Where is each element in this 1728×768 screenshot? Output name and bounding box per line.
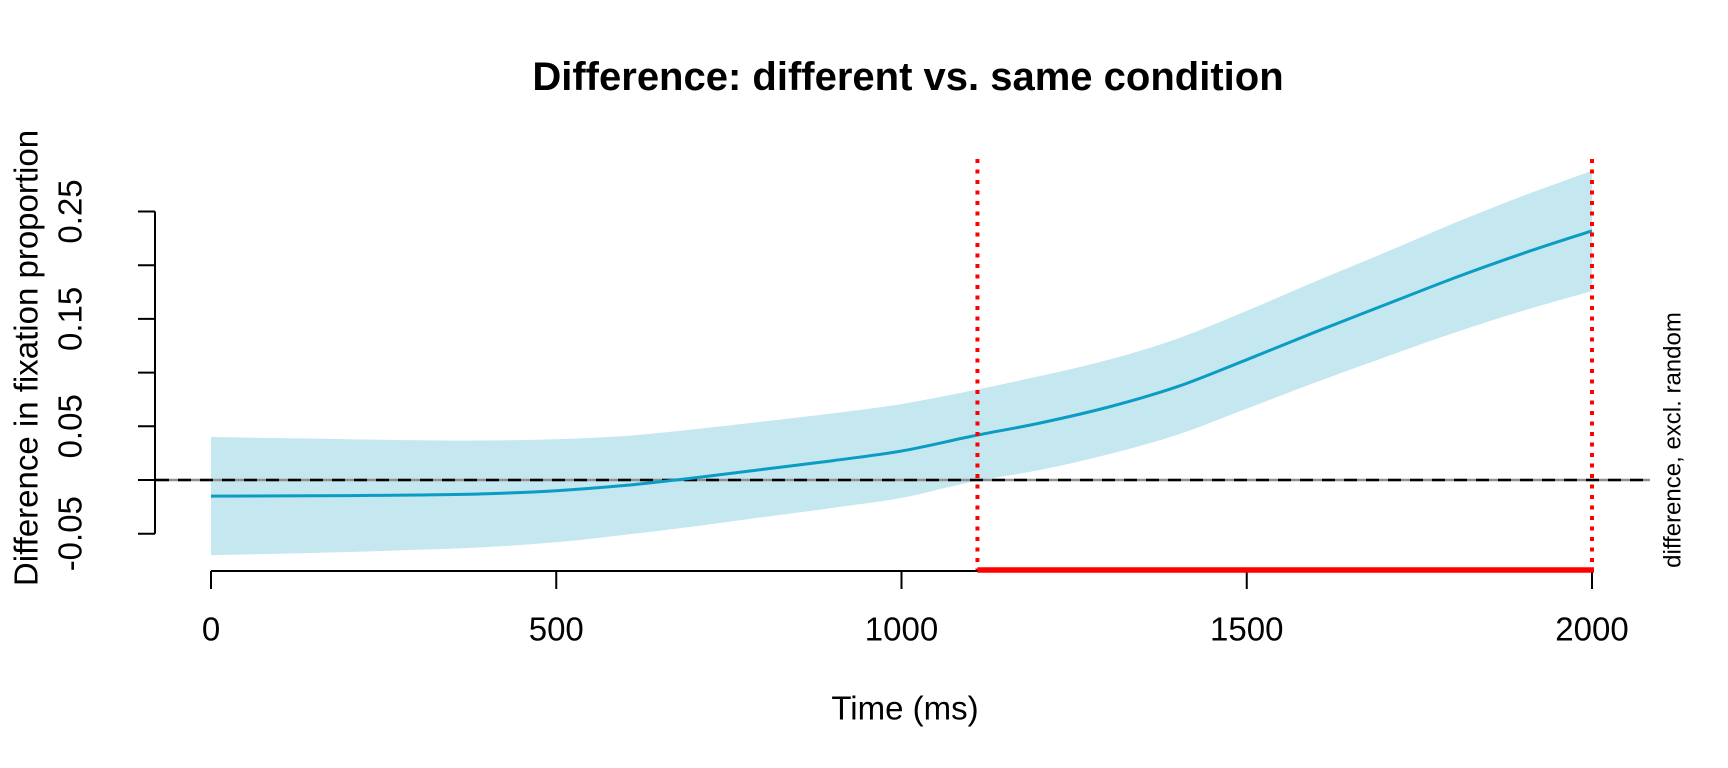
difference-estimate-line bbox=[210, 229, 1593, 498]
y-tick-label: 0.25 bbox=[52, 179, 89, 243]
confidence-band bbox=[211, 170, 1592, 556]
x-tick-label: 500 bbox=[529, 611, 584, 648]
y-tick-label: 0.15 bbox=[52, 287, 89, 351]
x-tick-label: 0 bbox=[202, 611, 220, 648]
x-tick-label: 1500 bbox=[1210, 611, 1283, 648]
x-tick-label: 1000 bbox=[865, 611, 938, 648]
plot-title: Difference: different vs. same condition bbox=[532, 55, 1283, 99]
right-margin-label: difference, excl. random bbox=[1660, 312, 1687, 568]
y-tick-label: 0.05 bbox=[52, 394, 89, 458]
chart-layers: -0.05 0.05 0.15 0.25 0 500 1000 1500 2000 bbox=[52, 159, 1650, 648]
y-tick-label: -0.05 bbox=[52, 496, 89, 571]
y-axis-title: Difference in fixation proportion bbox=[8, 130, 45, 586]
x-tick-label: 2000 bbox=[1555, 611, 1628, 648]
x-axis-title: Time (ms) bbox=[831, 690, 978, 727]
